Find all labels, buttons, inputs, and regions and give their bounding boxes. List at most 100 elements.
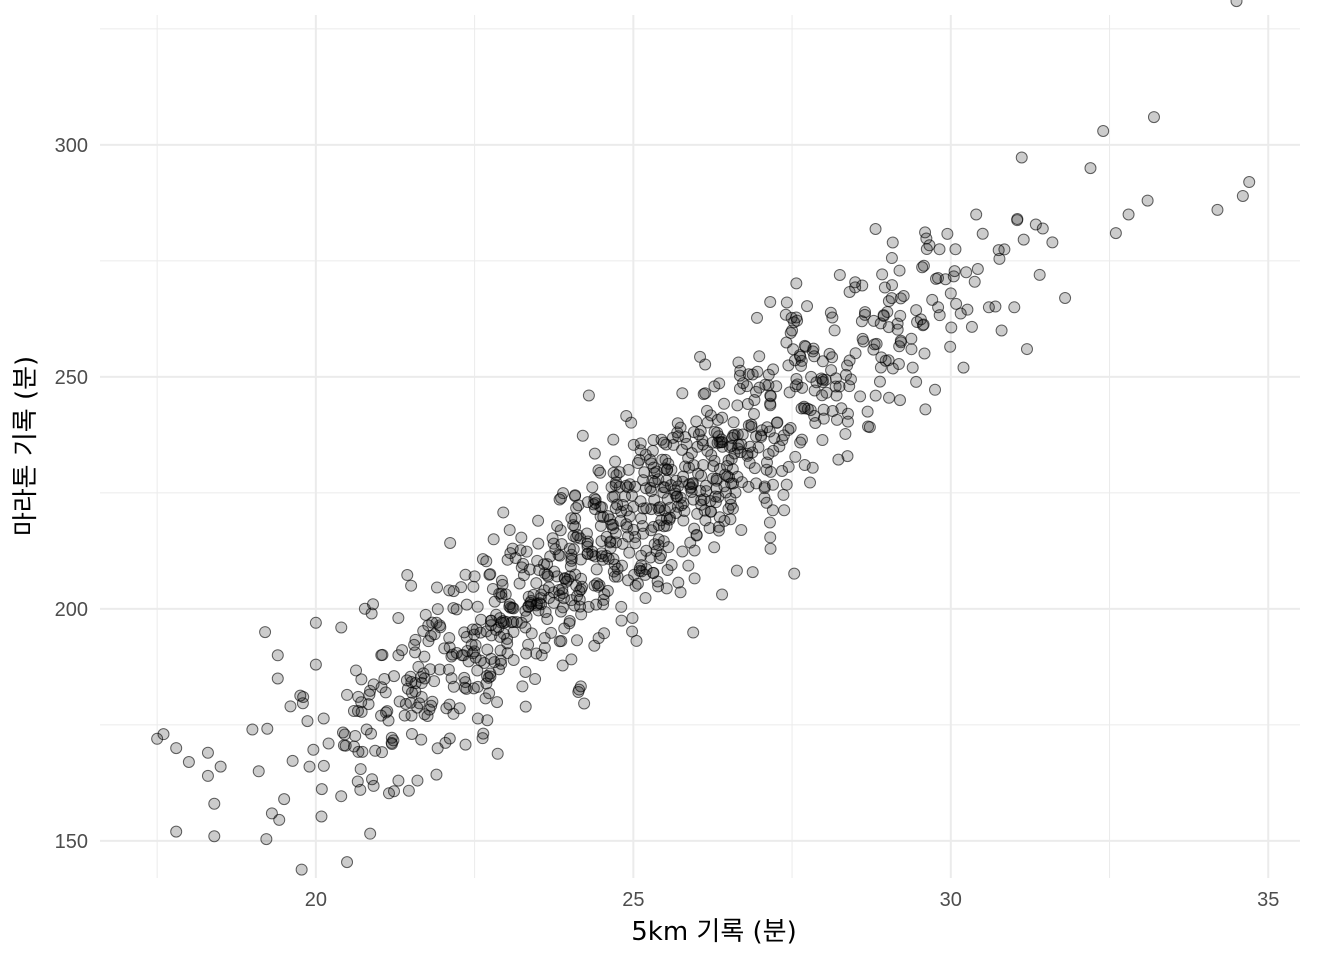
data-point bbox=[459, 568, 472, 581]
data-point bbox=[707, 460, 720, 473]
data-point bbox=[918, 347, 931, 360]
data-point bbox=[182, 756, 195, 769]
data-point bbox=[894, 292, 907, 305]
data-point bbox=[286, 754, 299, 767]
data-point bbox=[919, 226, 932, 239]
data-point bbox=[682, 559, 695, 572]
data-point bbox=[820, 386, 833, 399]
data-point bbox=[581, 535, 594, 548]
data-point bbox=[284, 700, 297, 713]
data-point bbox=[1141, 194, 1154, 207]
data-point bbox=[731, 399, 744, 412]
data-point bbox=[461, 644, 474, 657]
data-point bbox=[611, 498, 624, 511]
data-point bbox=[804, 476, 817, 489]
data-point bbox=[780, 478, 793, 491]
data-point bbox=[894, 309, 907, 322]
data-point bbox=[741, 447, 754, 460]
data-point bbox=[493, 587, 506, 600]
data-point bbox=[516, 680, 529, 693]
data-point bbox=[405, 709, 418, 722]
data-point bbox=[576, 429, 589, 442]
data-point bbox=[841, 450, 854, 463]
data-point bbox=[381, 705, 394, 718]
data-point bbox=[892, 358, 905, 371]
data-point bbox=[503, 524, 516, 537]
data-point bbox=[1236, 189, 1249, 202]
data-point bbox=[504, 601, 517, 614]
data-point bbox=[418, 708, 431, 721]
data-point bbox=[869, 222, 882, 235]
data-point bbox=[733, 382, 746, 395]
data-point bbox=[998, 243, 1011, 256]
data-point bbox=[623, 546, 636, 559]
data-point bbox=[514, 544, 527, 557]
data-point bbox=[699, 387, 712, 400]
data-point bbox=[780, 336, 793, 349]
data-point bbox=[315, 810, 328, 823]
data-point bbox=[658, 504, 671, 517]
data-point bbox=[170, 742, 183, 755]
data-point bbox=[752, 441, 765, 454]
data-point bbox=[525, 627, 538, 640]
data-point bbox=[801, 300, 814, 313]
data-point bbox=[857, 335, 870, 348]
data-point bbox=[726, 502, 739, 515]
data-point bbox=[886, 279, 899, 292]
data-point bbox=[639, 592, 652, 605]
data-point bbox=[442, 663, 455, 676]
data-point bbox=[970, 208, 983, 221]
data-point bbox=[713, 377, 726, 390]
data-point bbox=[878, 281, 891, 294]
data-point bbox=[494, 654, 507, 667]
data-points bbox=[151, 0, 1256, 876]
data-point bbox=[530, 647, 543, 660]
data-point bbox=[674, 586, 687, 599]
data-point bbox=[665, 559, 678, 572]
data-point bbox=[691, 440, 704, 453]
data-point bbox=[1084, 162, 1097, 175]
data-point bbox=[945, 321, 958, 334]
data-point bbox=[170, 825, 183, 838]
data-point bbox=[246, 723, 259, 736]
data-point bbox=[588, 579, 601, 592]
data-point bbox=[771, 416, 784, 429]
data-point bbox=[926, 293, 939, 306]
x-axis-title: 5km 기록 (분) bbox=[631, 917, 797, 947]
data-point bbox=[546, 532, 559, 545]
data-point bbox=[1033, 268, 1046, 281]
data-point bbox=[564, 560, 577, 573]
data-point bbox=[910, 375, 923, 388]
data-point bbox=[376, 648, 389, 661]
data-point bbox=[635, 549, 648, 562]
data-point bbox=[549, 543, 562, 556]
data-point bbox=[574, 680, 587, 693]
data-point bbox=[939, 273, 952, 286]
data-point bbox=[993, 252, 1006, 265]
data-point bbox=[565, 512, 578, 525]
data-point bbox=[542, 570, 555, 583]
data-point bbox=[278, 793, 291, 806]
data-point bbox=[694, 350, 707, 363]
data-point bbox=[764, 390, 777, 403]
data-point bbox=[620, 521, 633, 534]
data-point bbox=[843, 285, 856, 298]
data-point bbox=[350, 664, 363, 677]
data-point bbox=[581, 496, 594, 509]
data-point bbox=[651, 575, 664, 588]
data-point bbox=[501, 553, 514, 566]
minor-gridlines bbox=[100, 15, 1300, 878]
data-point bbox=[483, 568, 496, 581]
data-point bbox=[916, 319, 929, 332]
data-point bbox=[976, 227, 989, 240]
data-point bbox=[588, 447, 601, 460]
data-point bbox=[622, 463, 635, 476]
data-point bbox=[317, 712, 330, 725]
data-point bbox=[917, 259, 930, 272]
data-point bbox=[392, 774, 405, 787]
data-point bbox=[382, 714, 395, 727]
data-point bbox=[595, 535, 608, 548]
data-point bbox=[873, 375, 886, 388]
data-point bbox=[295, 863, 308, 876]
